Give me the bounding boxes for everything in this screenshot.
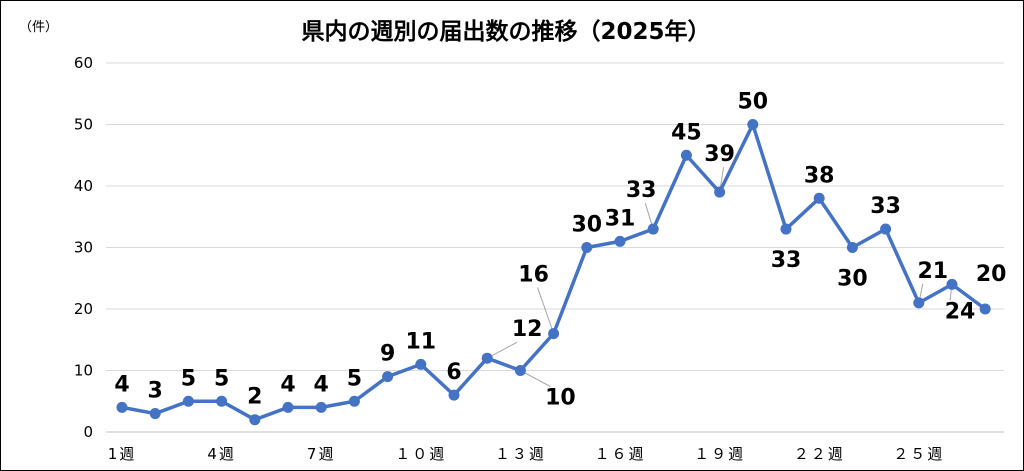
y-tick-label: 10 [74,362,93,380]
data-label: 33 [626,178,657,203]
data-point-marker [348,395,360,407]
data-label: 9 [380,342,395,367]
x-tick-label: １０週 [395,445,446,463]
x-tick-label: １９週 [694,445,745,463]
data-point-marker [647,223,659,235]
data-point-marker [846,242,858,253]
x-tick-label: １６週 [594,445,645,463]
y-axis-ticks: 0 10 20 30 40 50 60 [74,54,93,441]
data-points [116,119,991,426]
data-label: 21 [917,259,948,284]
data-point-marker [614,235,626,247]
gridlines [106,62,1004,433]
y-tick-label: 0 [83,423,93,441]
data-label: 4 [314,372,329,397]
data-label: 33 [771,248,802,273]
y-tick-label: 30 [74,239,93,257]
data-point-marker [813,192,825,204]
label-leader-line [537,287,555,334]
data-point-marker [149,408,161,420]
data-point-marker [514,365,526,376]
data-label: 5 [347,366,362,391]
x-axis-ticks: 1週 4週 7週 １０週 １３週 １６週 １９週 ２２週 ２５週 [108,445,944,463]
data-point-marker [249,414,261,426]
data-point-marker [548,328,560,340]
x-tick-label: 7週 [307,445,336,463]
data-label: 45 [671,120,702,145]
data-label: 4 [114,372,129,397]
data-point-marker [116,401,128,413]
data-label: 12 [512,317,543,342]
data-point-marker [780,223,792,235]
data-point-marker [216,395,228,407]
data-label: 50 [737,90,768,115]
y-unit-label: （件） [19,20,58,35]
data-point-marker [315,401,327,413]
y-tick-label: 40 [74,177,93,195]
data-label: 20 [976,262,1007,287]
data-label: 30 [571,213,602,238]
x-tick-label: 1週 [108,445,137,463]
data-label: 3 [148,379,163,404]
data-label: 5 [214,366,229,391]
x-tick-label: ２５週 [893,445,944,463]
x-tick-label: 4週 [207,445,236,463]
data-label: 6 [446,360,461,385]
chart-title: 県内の週別の届出数の推移（2025年） [301,18,710,45]
y-tick-label: 60 [74,54,93,72]
data-point-marker [714,186,726,198]
x-tick-label: １３週 [495,445,546,463]
data-point-marker [415,358,427,370]
data-label: 10 [545,386,576,411]
data-point-marker [448,389,460,401]
data-point-marker [913,297,925,309]
data-label: 11 [405,329,436,354]
data-point-marker [581,242,593,253]
data-point-marker [880,223,892,235]
data-label: 4 [280,372,295,397]
y-tick-label: 20 [74,300,93,318]
data-label: 5 [181,366,196,391]
data-label: 24 [945,299,976,324]
data-point-marker [680,149,692,161]
y-tick-label: 50 [74,116,93,134]
data-label: 30 [837,267,868,292]
label-leader-line [520,370,551,387]
data-label: 38 [804,163,835,188]
data-point-marker [282,401,294,413]
data-label: 2 [247,385,262,410]
data-label: 16 [518,263,549,288]
label-leader-line [486,341,518,359]
data-label: 31 [605,206,636,231]
data-point-marker [979,303,991,315]
data-label: 33 [870,194,901,219]
data-point-marker [481,352,493,364]
data-label: 39 [704,142,735,167]
data-point-marker [946,278,958,290]
data-point-marker [747,119,759,130]
data-point-marker [382,371,394,383]
x-tick-label: ２２週 [794,445,845,463]
data-point-marker [182,395,194,407]
